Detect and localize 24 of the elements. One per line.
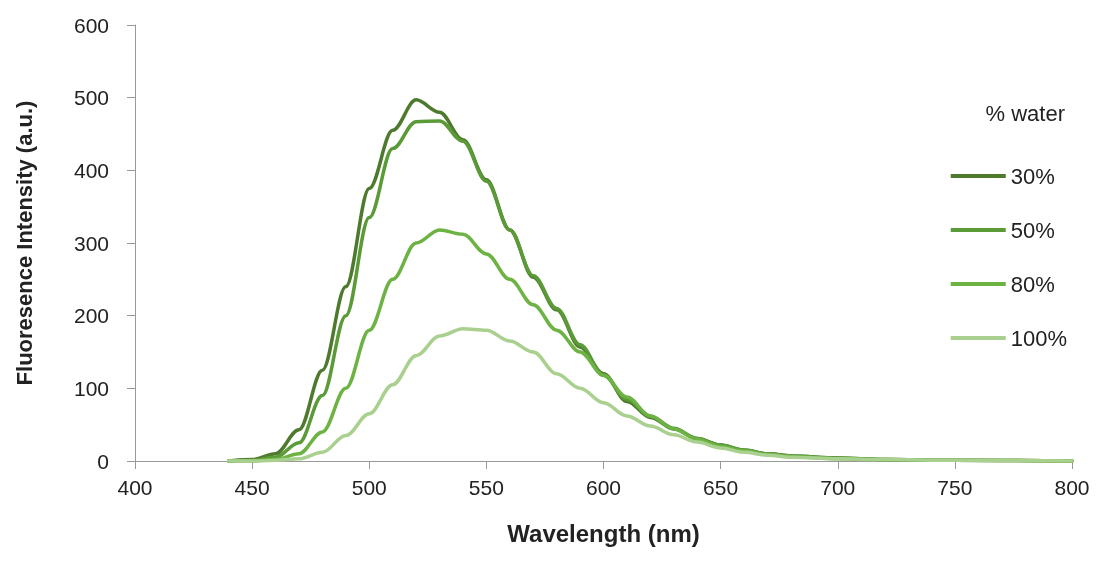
y-tick-label: 300 [73, 231, 109, 255]
x-axis-title: Wavelength (nm) [507, 519, 700, 547]
line-series [226, 327, 1074, 463]
y-tick-label: 600 [73, 13, 109, 37]
x-tick-label: 550 [468, 476, 504, 499]
x-tick-label: 650 [703, 476, 739, 499]
legend-label: 30% [1010, 163, 1055, 189]
x-tick-label: 750 [937, 476, 973, 499]
y-tick-label: 100 [73, 376, 109, 400]
y-tick-label: 500 [73, 86, 109, 110]
y-tick-label: 400 [73, 158, 109, 182]
legend-label: 50% [1010, 217, 1055, 243]
legend-title: % water [985, 100, 1066, 126]
x-tick-label: 500 [351, 476, 387, 499]
x-tick-label: 600 [585, 476, 622, 499]
y-tick-label: 0 [97, 449, 109, 473]
legend-label: 100% [1010, 325, 1068, 351]
x-tick-label: 700 [820, 476, 856, 499]
x-tick-label: 800 [1054, 476, 1090, 499]
x-tick-label: 450 [234, 476, 270, 499]
y-axis-title: Fluoresence Intensity (a.u.) [11, 100, 37, 386]
y-tick-label: 200 [73, 304, 109, 328]
legend-label: 80% [1010, 271, 1055, 297]
x-tick-label: 400 [117, 476, 153, 499]
